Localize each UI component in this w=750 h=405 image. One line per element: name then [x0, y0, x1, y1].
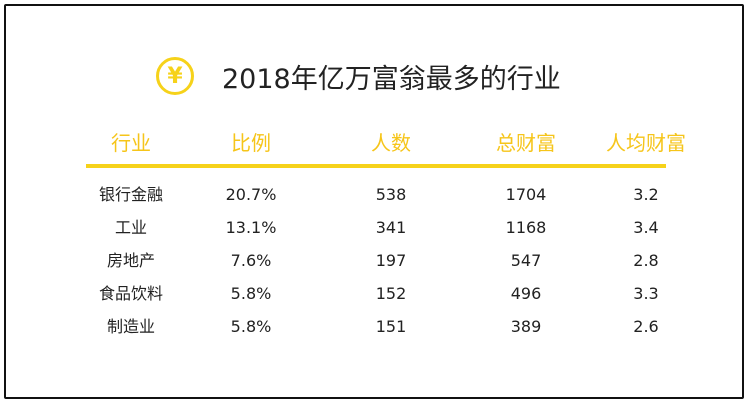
cell-industry: 工业 [114, 218, 147, 237]
table-row: 食品饮料 5.8% 152 496 3.3 [76, 277, 676, 310]
table-row: 制造业 5.8% 151 389 2.6 [76, 310, 676, 343]
cell-count: 197 [375, 251, 407, 270]
cell-industry: 制造业 [106, 317, 155, 336]
yen-icon: ¥ [156, 57, 194, 95]
cell-avg-wealth: 2.6 [633, 317, 659, 336]
header-total-wealth: 总财富 [496, 131, 556, 155]
cell-avg-wealth: 3.4 [633, 218, 659, 237]
chart-title: 2018年亿万富翁最多的行业 [222, 63, 561, 95]
cell-total-wealth: 496 [510, 284, 542, 303]
header-count: 人数 [371, 131, 411, 155]
cell-ratio: 5.8% [230, 317, 272, 336]
header-ratio: 比例 [231, 131, 271, 155]
cell-industry: 银行金融 [98, 185, 163, 204]
header-avg-wealth: 人均财富 [606, 131, 686, 155]
table-row: 房地产 7.6% 197 547 2.8 [76, 244, 676, 277]
cell-count: 151 [375, 317, 407, 336]
cell-avg-wealth: 2.8 [633, 251, 659, 270]
cell-count: 538 [375, 185, 407, 204]
cell-total-wealth: 547 [510, 251, 542, 270]
table-header: 行业 比例 人数 总财富 人均财富 [76, 124, 686, 162]
table-body: 银行金融 20.7% 538 1704 3.2 工业 13.1% 341 116… [76, 178, 676, 343]
wealth-table: 行业 比例 人数 总财富 人均财富 银行金融 20.7% 538 1704 3.… [76, 124, 686, 336]
cell-avg-wealth: 3.3 [633, 284, 659, 303]
header-divider [86, 164, 666, 168]
header-industry: 行业 [111, 131, 151, 155]
cell-ratio: 13.1% [225, 218, 277, 237]
cell-total-wealth: 1168 [505, 218, 547, 237]
cell-ratio: 5.8% [230, 284, 272, 303]
cell-ratio: 20.7% [225, 185, 277, 204]
cell-total-wealth: 1704 [505, 185, 547, 204]
cell-count: 341 [375, 218, 407, 237]
cell-ratio: 7.6% [230, 251, 272, 270]
cell-industry: 食品饮料 [98, 284, 163, 303]
cell-avg-wealth: 3.2 [633, 185, 659, 204]
cell-count: 152 [375, 284, 407, 303]
table-row: 工业 13.1% 341 1168 3.4 [76, 211, 676, 244]
title-row: ¥ 2018年亿万富翁最多的行业 [156, 46, 561, 106]
cell-industry: 房地产 [106, 251, 155, 270]
table-row: 银行金融 20.7% 538 1704 3.2 [76, 178, 676, 211]
cell-total-wealth: 389 [510, 317, 542, 336]
chart-frame: ¥ 2018年亿万富翁最多的行业 行业 比例 人数 总财富 人均财富 银行金融 … [4, 4, 744, 399]
